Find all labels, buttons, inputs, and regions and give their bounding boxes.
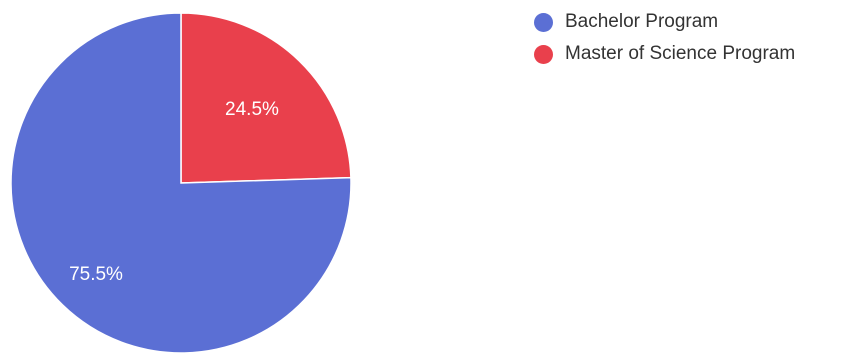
- slice-label-bachelor: 75.5%: [69, 264, 123, 285]
- legend-label-master: Master of Science Program: [565, 43, 796, 64]
- legend-item-bachelor: Bachelor Program: [534, 6, 795, 38]
- slice-label-master: 24.5%: [225, 99, 279, 120]
- legend: Bachelor Program Master of Science Progr…: [534, 6, 795, 70]
- legend-item-master: Master of Science Program: [534, 38, 795, 70]
- pie-svg: 24.5% 75.5%: [10, 12, 352, 354]
- pie-slice-master: [180, 12, 352, 184]
- labels-group: 24.5% 75.5%: [69, 99, 279, 285]
- legend-swatch-bachelor-icon: [534, 12, 553, 32]
- legend-swatch-master-icon: [534, 44, 553, 64]
- slices-group: [10, 12, 352, 354]
- legend-label-bachelor: Bachelor Program: [565, 11, 719, 32]
- pie-slice-bachelor: [10, 12, 352, 354]
